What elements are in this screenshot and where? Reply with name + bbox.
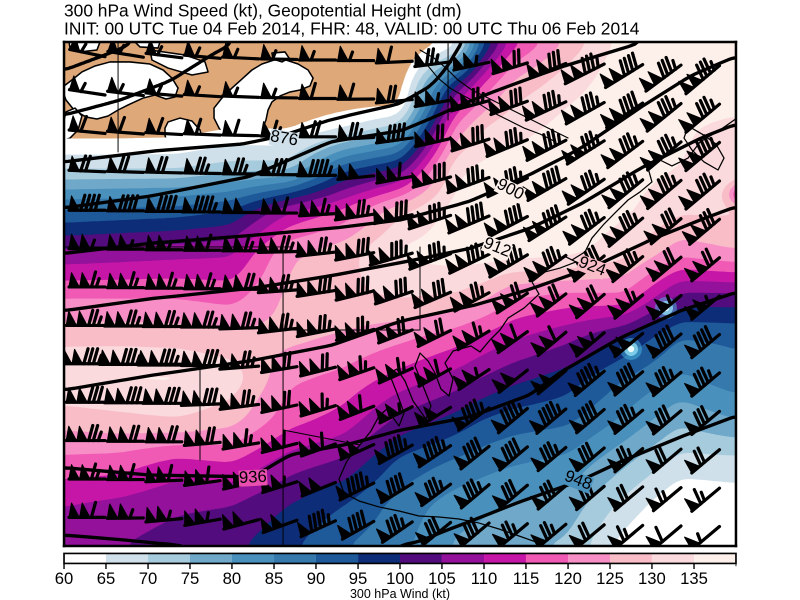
svg-text:80: 80 (223, 569, 242, 588)
svg-text:60: 60 (55, 569, 74, 588)
svg-text:125: 125 (596, 569, 624, 588)
svg-text:115: 115 (513, 569, 540, 588)
svg-text:INIT: 00 UTC Tue 04 Feb 2014,: INIT: 00 UTC Tue 04 Feb 2014, FHR: 48, V… (64, 18, 640, 38)
svg-text:105: 105 (428, 569, 456, 588)
svg-text:130: 130 (638, 569, 666, 588)
svg-text:85: 85 (265, 569, 284, 588)
svg-text:300 hPa Wind (kt): 300 hPa Wind (kt) (350, 587, 450, 600)
svg-text:876: 876 (269, 126, 300, 150)
svg-text:75: 75 (181, 569, 200, 588)
svg-text:90: 90 (307, 569, 326, 588)
svg-text:70: 70 (139, 569, 158, 588)
svg-text:95: 95 (349, 569, 368, 588)
svg-text:936: 936 (239, 467, 268, 487)
svg-text:110: 110 (471, 569, 498, 588)
svg-text:300 hPa Wind Speed (kt), Geopo: 300 hPa Wind Speed (kt), Geopotential He… (64, 1, 462, 21)
svg-text:135: 135 (680, 569, 708, 588)
svg-text:100: 100 (386, 569, 414, 588)
svg-text:65: 65 (97, 569, 116, 588)
svg-text:120: 120 (554, 569, 582, 588)
